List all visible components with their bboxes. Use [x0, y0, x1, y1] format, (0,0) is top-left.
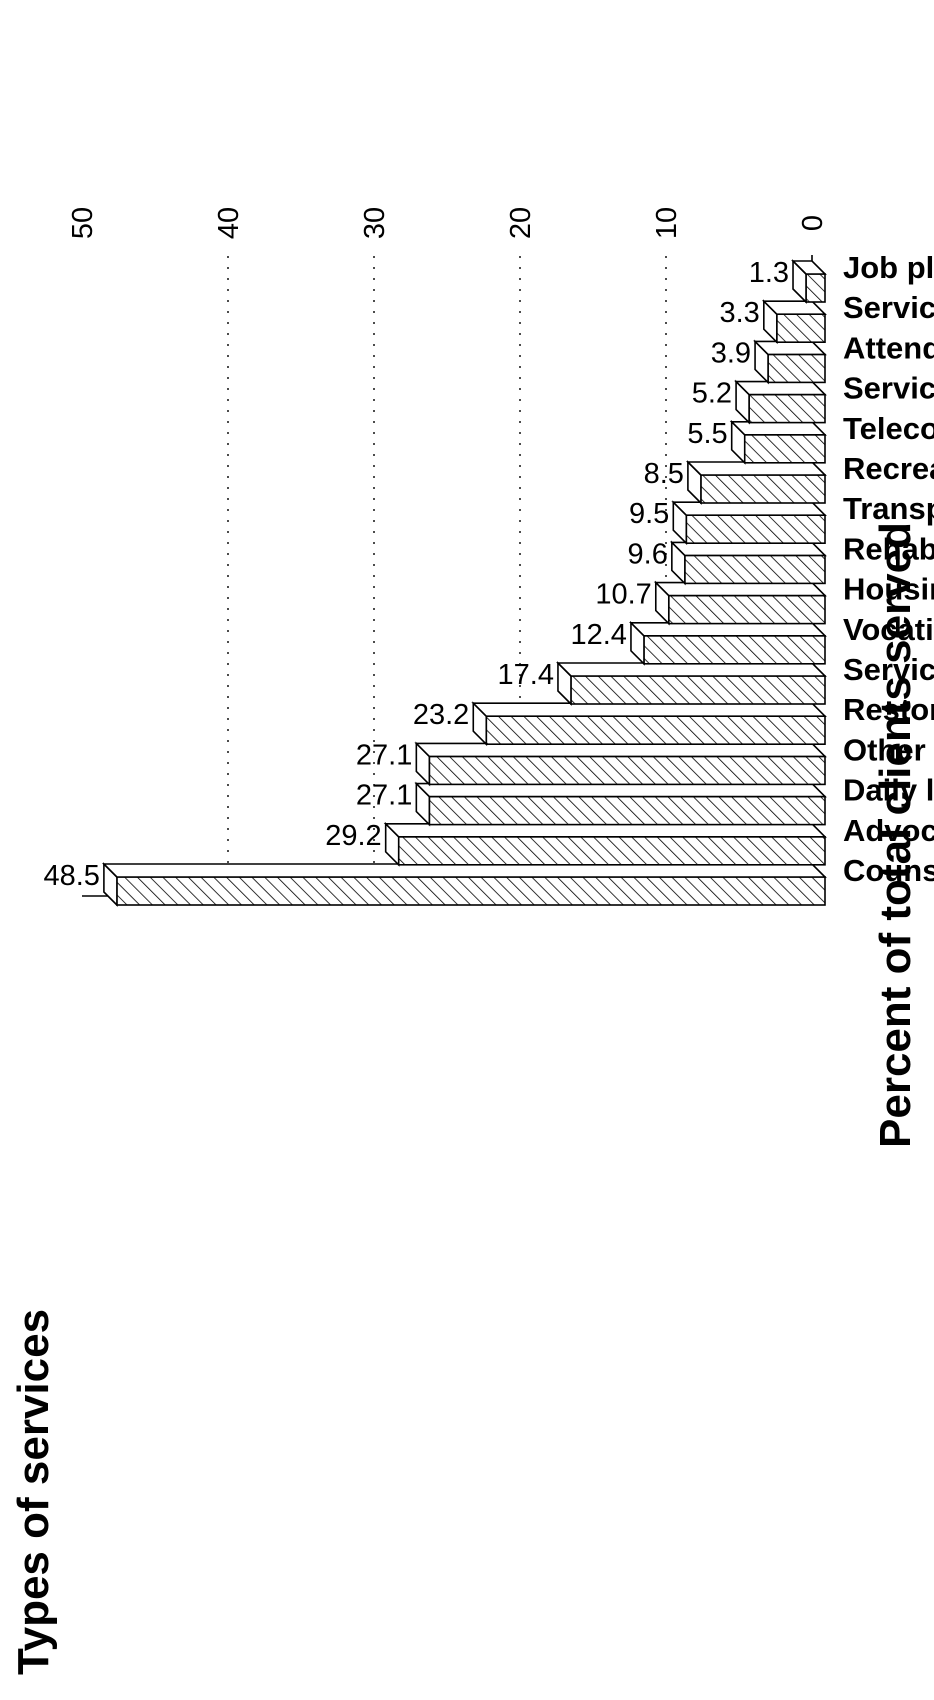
data-label: 23.2	[413, 699, 469, 731]
bar-side	[653, 581, 827, 597]
category-label: Restoration	[843, 692, 934, 727]
data-label: 48.5	[43, 860, 99, 892]
data-label: 17.4	[498, 659, 554, 691]
bar	[685, 514, 826, 544]
bar	[428, 795, 826, 826]
tick-label: 20	[505, 207, 537, 239]
category-label: Rehab egineering	[843, 531, 934, 566]
data-label: 10.7	[595, 579, 651, 611]
bar	[397, 835, 826, 866]
bar-side	[729, 421, 827, 436]
category-label: Recreational	[843, 451, 934, 486]
data-label: 27.1	[356, 739, 412, 771]
y-axis-title: Types of services	[9, 1309, 58, 1675]
bar	[684, 554, 826, 585]
category-label: Daily living	[843, 773, 934, 808]
data-label: 3.3	[719, 297, 759, 329]
bar-side	[791, 260, 827, 275]
category-label: Advocacy/referral	[843, 813, 934, 848]
bar-side	[414, 782, 827, 798]
bar	[643, 635, 826, 665]
bar-side	[685, 461, 827, 476]
bar-side	[629, 622, 827, 637]
plot-area: 0 10 20 30 40 50 48.5 Counseling 29.2 Advocacy/re…	[43, 207, 934, 907]
tick-label: 30	[359, 207, 391, 239]
bar-side	[556, 662, 827, 677]
category-label: Telecommunications	[843, 411, 934, 446]
bar	[776, 313, 826, 343]
bar	[667, 594, 826, 625]
bar	[428, 755, 826, 786]
data-label: 12.4	[571, 619, 627, 651]
bar-side	[671, 501, 827, 516]
data-label: 5.2	[692, 378, 732, 410]
category-label: Housing assistance	[843, 572, 934, 607]
bar-side	[383, 822, 827, 838]
data-label: 29.2	[325, 820, 381, 852]
bar	[485, 715, 826, 746]
bar	[767, 353, 826, 384]
data-label: 9.6	[628, 538, 668, 570]
bar-side	[414, 742, 827, 758]
data-label: 3.9	[711, 337, 751, 369]
category-label: Services for deaf	[843, 290, 934, 325]
tick-label: 0	[797, 215, 829, 231]
bar	[116, 876, 826, 906]
category-label: Attendant care	[843, 330, 934, 365]
x-axis-title: Percent of total clients served	[871, 522, 920, 1148]
category-label: Job placement	[843, 250, 934, 285]
tick-label: 10	[651, 207, 683, 239]
data-label: 27.1	[356, 780, 412, 812]
bar-side	[101, 863, 827, 878]
bar-side	[753, 340, 827, 356]
category-label: Vocational/training	[843, 612, 934, 647]
tick-label: 40	[213, 207, 245, 239]
bar-side	[471, 702, 827, 718]
tick-label: 50	[67, 207, 99, 239]
data-label: 9.5	[629, 498, 669, 530]
bar-side	[669, 541, 827, 557]
category-label: Transportation	[843, 491, 934, 526]
category-label: Counseling	[843, 853, 934, 888]
data-label: 5.5	[687, 418, 727, 450]
category-label: Services for the blind	[843, 652, 934, 687]
bar	[743, 434, 826, 464]
bar	[570, 675, 826, 705]
data-label: 8.5	[644, 458, 684, 490]
bar	[700, 474, 826, 504]
bar-side	[734, 380, 827, 396]
data-label: 1.3	[749, 257, 789, 289]
category-label: Services to family	[843, 371, 934, 406]
bar	[805, 273, 826, 303]
bar	[748, 393, 826, 424]
category-label: Other services	[843, 732, 934, 767]
